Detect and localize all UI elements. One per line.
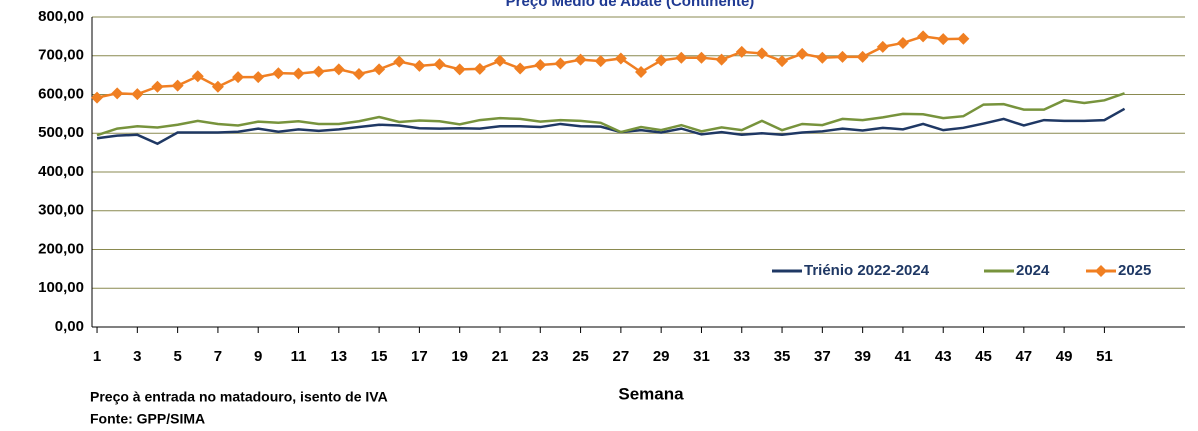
marker (876, 40, 889, 53)
x-tick-label: 11 (291, 348, 307, 365)
note: Fonte: GPP/SIMA (90, 411, 205, 427)
marker (272, 67, 285, 80)
x-tick-label: 21 (492, 348, 509, 365)
x-tick-label: 45 (975, 348, 992, 365)
marker (917, 30, 930, 43)
x-tick-label: 49 (1056, 348, 1073, 365)
x-tick-label: 7 (214, 348, 222, 365)
marker (655, 54, 668, 67)
x-axis-label: Semana (618, 384, 684, 403)
chart-title: Preço Médio de Abate (Continente) (506, 0, 755, 10)
y-tick-label: 800,00 (38, 8, 84, 25)
marker (91, 91, 104, 104)
marker (776, 55, 789, 68)
marker (675, 51, 688, 64)
legend-label: Triénio 2022-2024 (804, 262, 930, 279)
y-tick-label: 500,00 (38, 124, 84, 141)
marker (755, 47, 768, 60)
marker (171, 79, 184, 92)
marker (453, 63, 466, 76)
x-tick-label: 27 (613, 348, 630, 365)
marker (534, 59, 547, 72)
x-tick-label: 17 (411, 348, 428, 365)
marker (131, 88, 144, 101)
x-tick-label: 29 (653, 348, 670, 365)
x-tick-label: 31 (693, 348, 710, 365)
marker (111, 87, 124, 100)
marker (836, 50, 849, 63)
legend-label: 2024 (1016, 262, 1050, 279)
marker (292, 67, 305, 80)
y-tick-label: 600,00 (38, 85, 84, 102)
x-tick-label: 43 (935, 348, 952, 365)
x-tick-label: 15 (371, 348, 388, 365)
marker (332, 63, 345, 76)
marker (554, 57, 567, 70)
marker (896, 36, 909, 49)
x-tick-label: 1 (93, 348, 101, 365)
marker (514, 62, 527, 75)
marker (151, 80, 164, 93)
y-tick-label: 200,00 (38, 240, 84, 257)
marker (191, 70, 204, 83)
x-tick-label: 39 (854, 348, 871, 365)
x-tick-label: 23 (532, 348, 549, 365)
marker (232, 71, 245, 84)
marker (635, 66, 648, 79)
x-tick-label: 9 (254, 348, 262, 365)
y-tick-label: 300,00 (38, 202, 84, 219)
x-tick-label: 13 (330, 348, 347, 365)
x-tick-label: 5 (173, 348, 181, 365)
marker (796, 47, 809, 60)
x-tick-label: 51 (1096, 348, 1113, 365)
marker (252, 71, 265, 84)
note: Preço à entrada no matadouro, isento de … (90, 389, 388, 405)
marker (413, 59, 426, 72)
marker (373, 63, 386, 76)
marker (695, 51, 708, 64)
y-tick-label: 700,00 (38, 47, 84, 64)
marker (312, 65, 325, 78)
x-tick-label: 3 (133, 348, 141, 365)
marker (352, 67, 365, 80)
x-tick-label: 37 (814, 348, 831, 365)
marker (594, 55, 607, 68)
marker (393, 55, 406, 68)
marker (473, 62, 486, 75)
legend-label: 2025 (1118, 262, 1151, 279)
marker (957, 32, 970, 45)
series-line (96, 35, 964, 99)
marker (937, 33, 950, 46)
x-tick-label: 19 (451, 348, 468, 365)
marker (493, 54, 506, 67)
y-tick-label: 0,00 (55, 318, 84, 335)
marker (856, 50, 869, 63)
marker (211, 80, 224, 93)
marker (574, 53, 587, 66)
x-tick-label: 41 (895, 348, 912, 365)
marker (735, 45, 748, 58)
series-line (96, 107, 1126, 146)
marker (715, 53, 728, 66)
marker (816, 51, 829, 64)
x-tick-label: 47 (1015, 348, 1032, 365)
marker (433, 58, 446, 71)
y-tick-label: 400,00 (38, 163, 84, 180)
y-tick-label: 100,00 (38, 279, 84, 296)
marker (614, 52, 627, 65)
series-line (96, 92, 1125, 137)
x-tick-label: 35 (774, 348, 791, 365)
x-tick-label: 25 (572, 348, 589, 365)
x-tick-label: 33 (733, 348, 750, 365)
legend-marker (1095, 265, 1107, 277)
